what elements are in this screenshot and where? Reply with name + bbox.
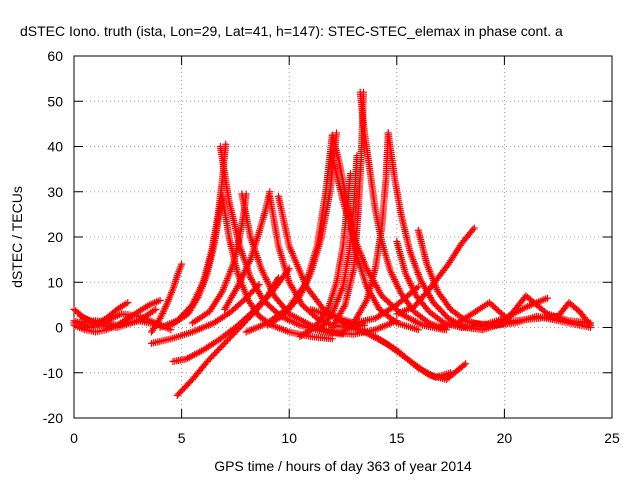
data-point [156,296,164,304]
data-point-trail [162,303,170,311]
y-tick-label: 30 [47,184,63,200]
y-tick-label: 60 [47,48,63,64]
data-point-trail [158,311,166,319]
y-tick-label: 10 [47,274,63,290]
data-point [447,369,455,377]
x-tick-label: 5 [178,430,186,446]
y-tick-label: 50 [47,93,63,109]
x-tick-label: 15 [389,430,405,446]
x-tick-label: 10 [281,430,297,446]
data-point-trail [217,289,225,297]
x-tick-label: 20 [497,430,513,446]
y-axis-label: dSTEC / TECUs [9,186,25,288]
data-point-trail [159,308,167,316]
data-point-trail [413,284,421,292]
data-point [470,224,478,232]
data-point [156,314,164,322]
data-point [152,305,160,313]
data-point-trail [460,361,468,369]
data-point-trail [438,318,446,326]
grid-lines [74,56,612,418]
y-tick-label: -20 [43,410,63,426]
data-point [328,335,336,343]
data-point-trail [391,318,399,326]
data-point [414,326,422,334]
data-point-trail [194,293,202,301]
data-point [333,129,341,137]
data-point [543,294,551,302]
axis-ticks: -20 -10 0 10 20 30 40 50 60 0 5 10 15 20 25 [43,48,620,446]
data-points [70,88,594,399]
x-axis-label: GPS time / hours of day 363 of year 2014 [214,458,472,474]
data-point-trail [150,307,158,315]
data-point-trail [161,304,169,312]
data-point [361,321,369,329]
y-tick-label: 20 [47,229,63,245]
y-tick-label: -10 [43,365,63,381]
chart-title: dSTEC Iono. truth (ista, Lon=29, Lat=41,… [20,23,563,39]
data-point-trail [159,309,167,317]
data-point-trail [160,306,168,314]
data-point [462,360,470,368]
y-tick-label: 40 [47,139,63,155]
data-point [586,324,594,331]
data-point-trail [469,226,477,234]
data-point [124,299,132,307]
y-tick-label: 0 [55,320,63,336]
x-tick-label: 0 [70,430,78,446]
data-point-trail [157,313,165,321]
data-point [178,260,186,268]
data-point-trail [423,318,431,326]
data-point [222,140,230,148]
data-point [414,283,422,291]
x-tick-label: 25 [604,430,620,446]
